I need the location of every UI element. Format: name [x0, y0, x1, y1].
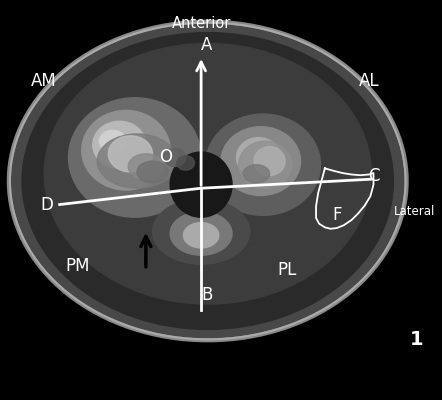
Ellipse shape	[9, 22, 407, 340]
Ellipse shape	[164, 148, 186, 166]
Text: B: B	[201, 286, 213, 304]
Ellipse shape	[254, 147, 285, 176]
Text: Figure 1:: Figure 1:	[5, 374, 73, 387]
Ellipse shape	[152, 199, 250, 264]
Text: Lateral: Lateral	[394, 205, 435, 218]
Ellipse shape	[170, 212, 232, 255]
Text: AL: AL	[359, 72, 379, 90]
Text: O: O	[159, 148, 172, 166]
Ellipse shape	[108, 136, 152, 172]
Ellipse shape	[236, 138, 281, 177]
Ellipse shape	[128, 154, 164, 179]
Ellipse shape	[44, 44, 371, 304]
Bar	[391, 324, 442, 355]
Ellipse shape	[239, 141, 292, 188]
Text: A: A	[201, 36, 213, 54]
Text: Axial computed tomography scan at the: Axial computed tomography scan at the	[42, 374, 315, 387]
Text: PL: PL	[278, 261, 297, 279]
Ellipse shape	[243, 165, 270, 183]
Ellipse shape	[221, 127, 301, 196]
Text: PM: PM	[65, 257, 90, 275]
Text: C: C	[368, 166, 379, 184]
Text: Anterior: Anterior	[171, 16, 231, 31]
Ellipse shape	[69, 98, 201, 217]
Text: AM: AM	[31, 72, 57, 90]
Ellipse shape	[137, 161, 168, 183]
Ellipse shape	[93, 121, 146, 168]
Ellipse shape	[170, 152, 232, 217]
Text: F: F	[332, 206, 342, 224]
Ellipse shape	[82, 110, 170, 190]
Ellipse shape	[206, 114, 320, 215]
Ellipse shape	[183, 223, 219, 248]
Text: 1: 1	[410, 330, 423, 349]
Ellipse shape	[97, 134, 177, 188]
Ellipse shape	[99, 130, 126, 152]
Ellipse shape	[177, 156, 194, 170]
Text: D: D	[40, 196, 53, 214]
Ellipse shape	[22, 32, 393, 330]
